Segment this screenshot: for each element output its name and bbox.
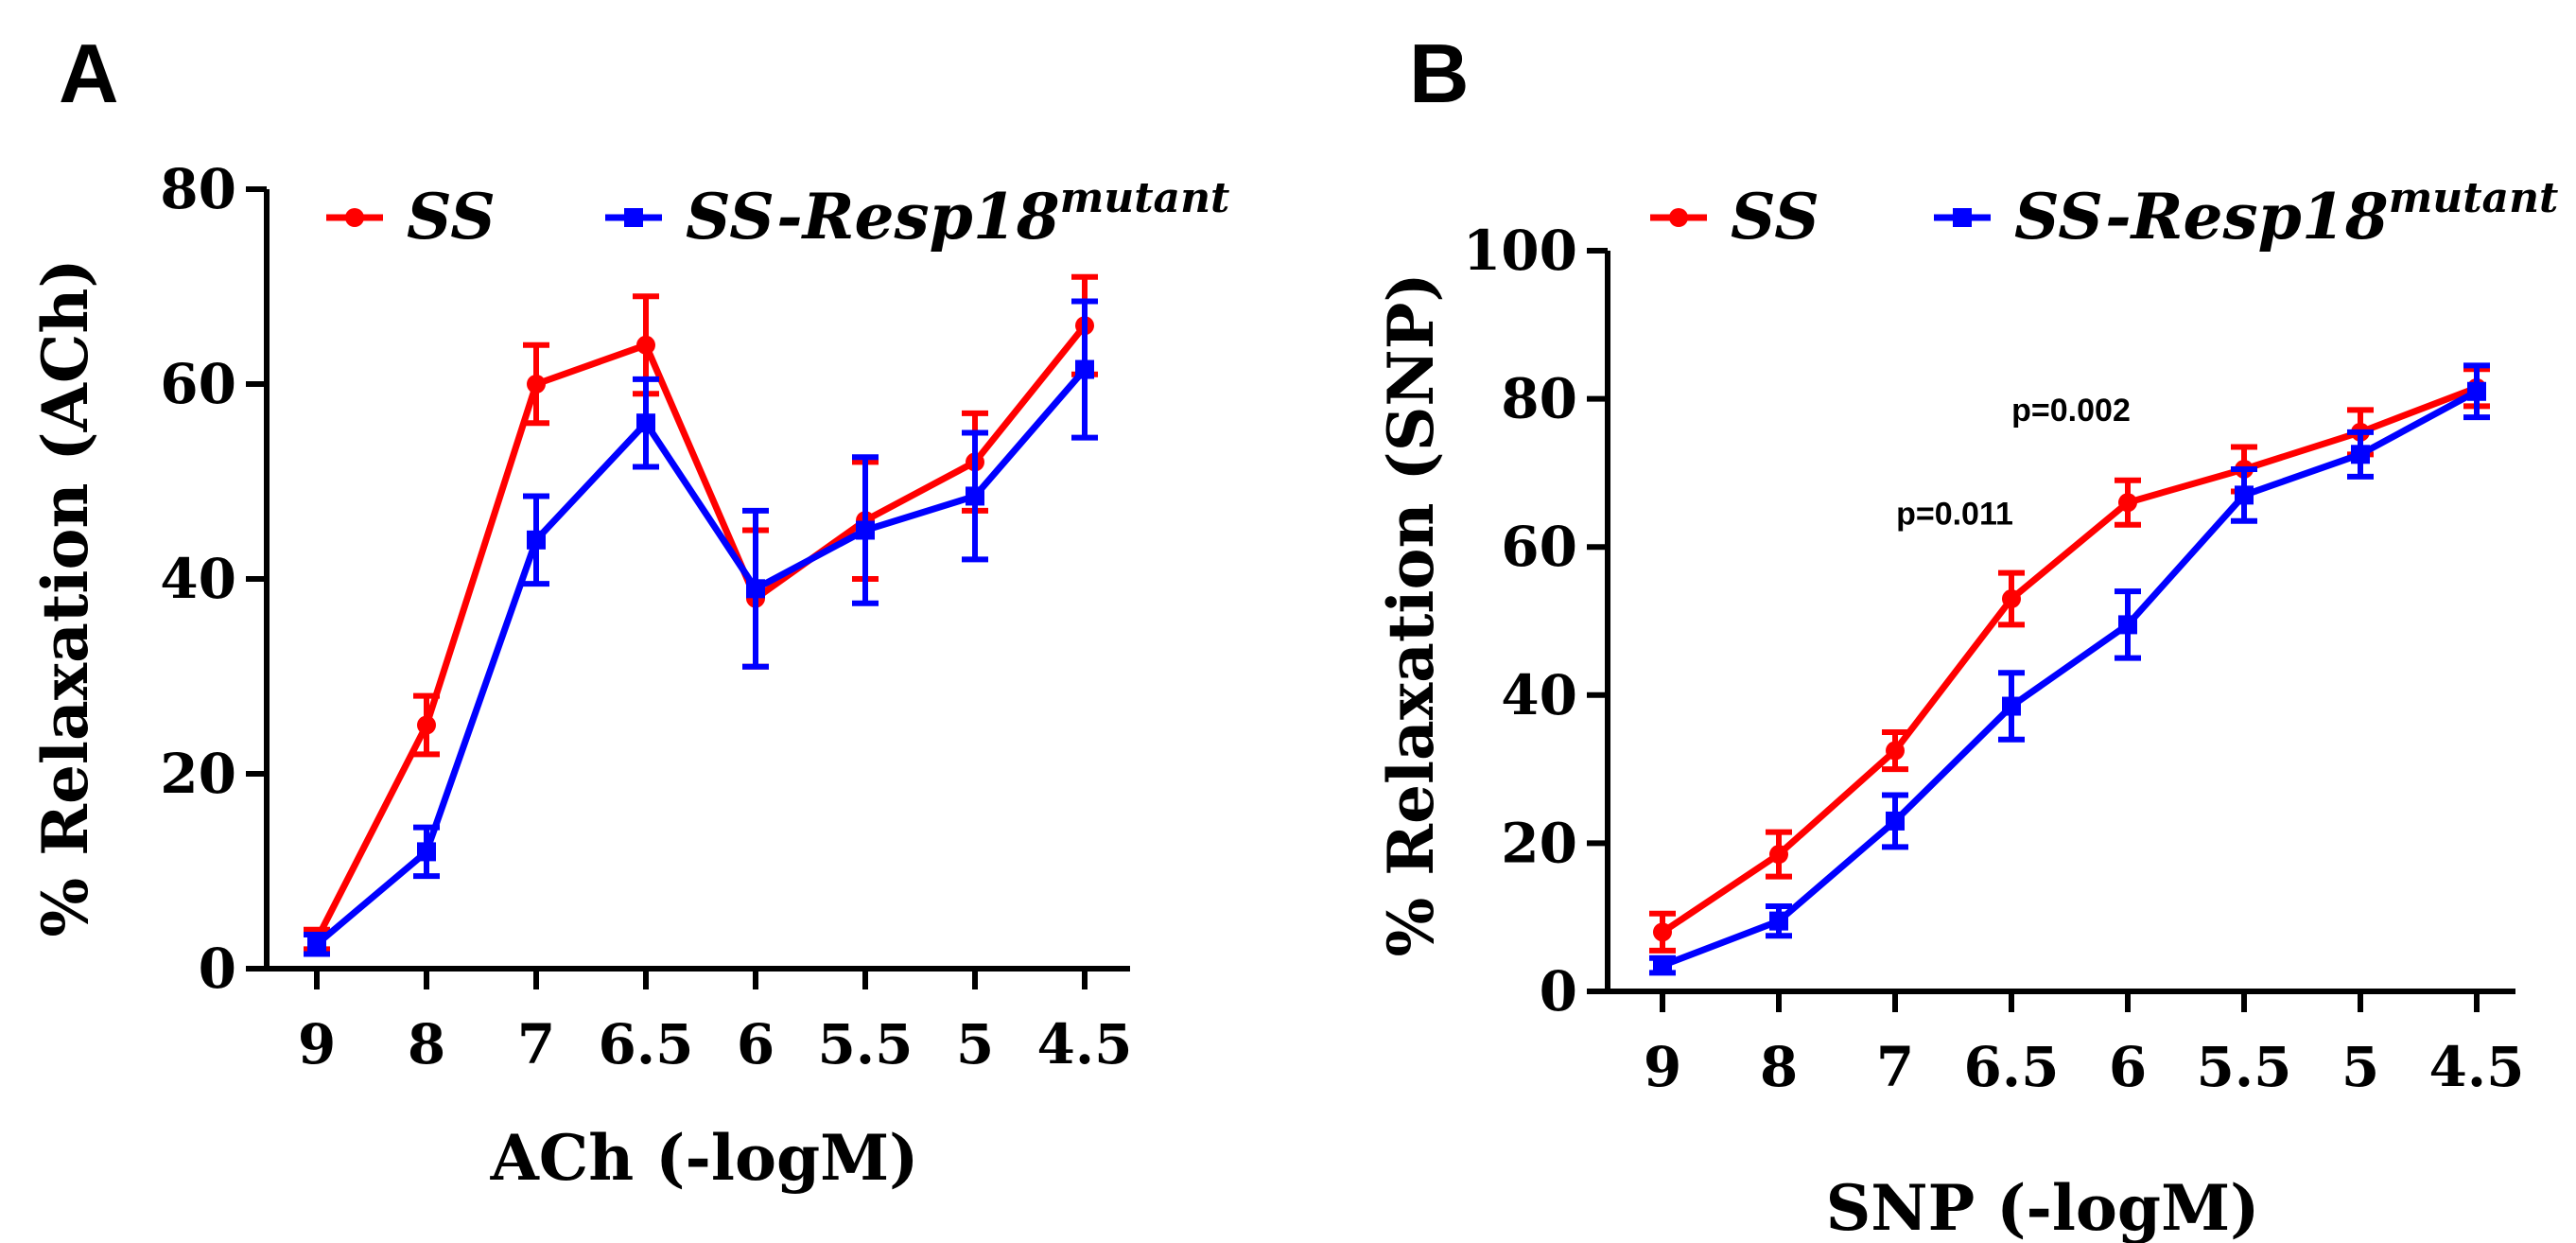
x-tick-label: 4.5 xyxy=(2429,1035,2525,1099)
y-tick-label: 0 xyxy=(199,937,236,1001)
data-point xyxy=(2118,493,2137,513)
x-axis-title-b: SNP (-logM) xyxy=(1826,1171,2260,1243)
p-value-annotation: p=0.011 xyxy=(1896,497,2013,533)
y-tick-label: 100 xyxy=(1463,219,1577,283)
legend-entry-ss: SS xyxy=(326,180,496,254)
x-tick-label: 5 xyxy=(2341,1035,2379,1099)
x-tick-label: 5 xyxy=(956,1012,994,1077)
y-axis-title-a: % Relaxation (ACh) xyxy=(28,258,102,937)
data-point xyxy=(2002,589,2021,609)
data-point xyxy=(307,935,326,954)
data-point xyxy=(2351,445,2370,464)
legend-marker xyxy=(624,208,643,227)
data-point xyxy=(2235,485,2254,505)
data-point xyxy=(417,842,436,862)
legend-label: SS xyxy=(407,180,496,254)
x-tick-label: 8 xyxy=(408,1012,445,1077)
legend-marker xyxy=(1669,208,1688,227)
y-tick-label: 0 xyxy=(1540,959,1577,1024)
legend-entry-ss-resp18-mutant: SS-Resp18mutant xyxy=(1934,174,2558,254)
y-axis-title-b: % Relaxation (SNP) xyxy=(1374,272,1448,956)
x-axis-title-a: ACh (-logM) xyxy=(490,1121,919,1195)
x-tick-label: 5.5 xyxy=(2197,1035,2292,1099)
series-line xyxy=(314,367,1088,947)
x-tick-label: 5.5 xyxy=(818,1012,914,1077)
legend-entry-ss: SS xyxy=(1650,180,1819,254)
data-point xyxy=(2002,696,2021,716)
x-tick-label: 6.5 xyxy=(599,1012,694,1077)
series-line xyxy=(313,324,1088,941)
data-point xyxy=(856,520,875,540)
data-point xyxy=(966,486,984,506)
legend-entry-ss-resp18-mutant: SS-Resp18mutant xyxy=(605,174,1229,254)
series-line xyxy=(1661,388,2479,969)
chart-panel-a: 0 20 40 60 80 9 8 7 6.5 6 5.5 5 4.5 SS SS-Resp18mutant xyxy=(160,157,1229,1077)
legend-superscript: mutant xyxy=(2389,174,2559,222)
data-point xyxy=(1886,741,1905,761)
x-tick-label: 6 xyxy=(737,1012,775,1077)
legend-marker xyxy=(345,208,364,227)
data-point xyxy=(1075,359,1094,379)
data-point xyxy=(1886,811,1905,831)
data-point xyxy=(1769,845,1788,865)
data-point xyxy=(636,413,655,433)
y-tick-label: 60 xyxy=(160,352,236,416)
chart-panel-b: 0 20 40 60 80 100 9 8 7 6.5 6 5.5 5 4.5 p=0.011 p=0.002… xyxy=(1463,174,2558,1099)
p-value-annotation: p=0.002 xyxy=(2011,393,2131,429)
legend-label: SS xyxy=(1731,180,1819,254)
x-tick-label: 8 xyxy=(1760,1035,1798,1099)
y-tick-label: 20 xyxy=(1501,811,1577,875)
x-tick-label: 6.5 xyxy=(1964,1035,2060,1099)
legend-label: SS-Resp18mutant xyxy=(686,174,1229,254)
x-tick-label: 9 xyxy=(1644,1035,1681,1099)
data-point xyxy=(527,375,546,394)
y-tick-label: 40 xyxy=(1501,663,1577,727)
panel-letter-a: A xyxy=(59,26,119,120)
y-tick-label: 20 xyxy=(160,742,236,806)
x-tick-label: 4.5 xyxy=(1037,1012,1133,1077)
y-tick-label: 60 xyxy=(1501,515,1577,579)
data-point xyxy=(636,335,655,355)
legend-superscript: mutant xyxy=(1060,174,1230,222)
data-point xyxy=(1769,911,1788,931)
data-point xyxy=(527,530,546,550)
x-tick-label: 7 xyxy=(1876,1035,1914,1099)
series-line xyxy=(1661,384,2479,936)
x-tick-label: 7 xyxy=(517,1012,555,1077)
y-tick-label: 80 xyxy=(1501,367,1577,431)
data-point xyxy=(2118,615,2137,635)
x-tick-label: 9 xyxy=(298,1012,336,1077)
panel-letter-b: B xyxy=(1409,26,1470,120)
series-ss-resp18-mutant xyxy=(1649,362,2490,976)
y-tick-label: 40 xyxy=(160,547,236,611)
data-point xyxy=(1653,922,1672,942)
data-point xyxy=(2467,381,2486,401)
y-tick-label: 80 xyxy=(160,157,236,221)
x-tick-label: 6 xyxy=(2109,1035,2147,1099)
data-point xyxy=(1653,955,1672,975)
series-ss-resp18-mutant xyxy=(304,298,1098,957)
data-point xyxy=(417,715,436,735)
legend-marker xyxy=(1953,208,1972,227)
legend-label: SS-Resp18mutant xyxy=(2014,174,2558,254)
data-point xyxy=(746,579,765,599)
